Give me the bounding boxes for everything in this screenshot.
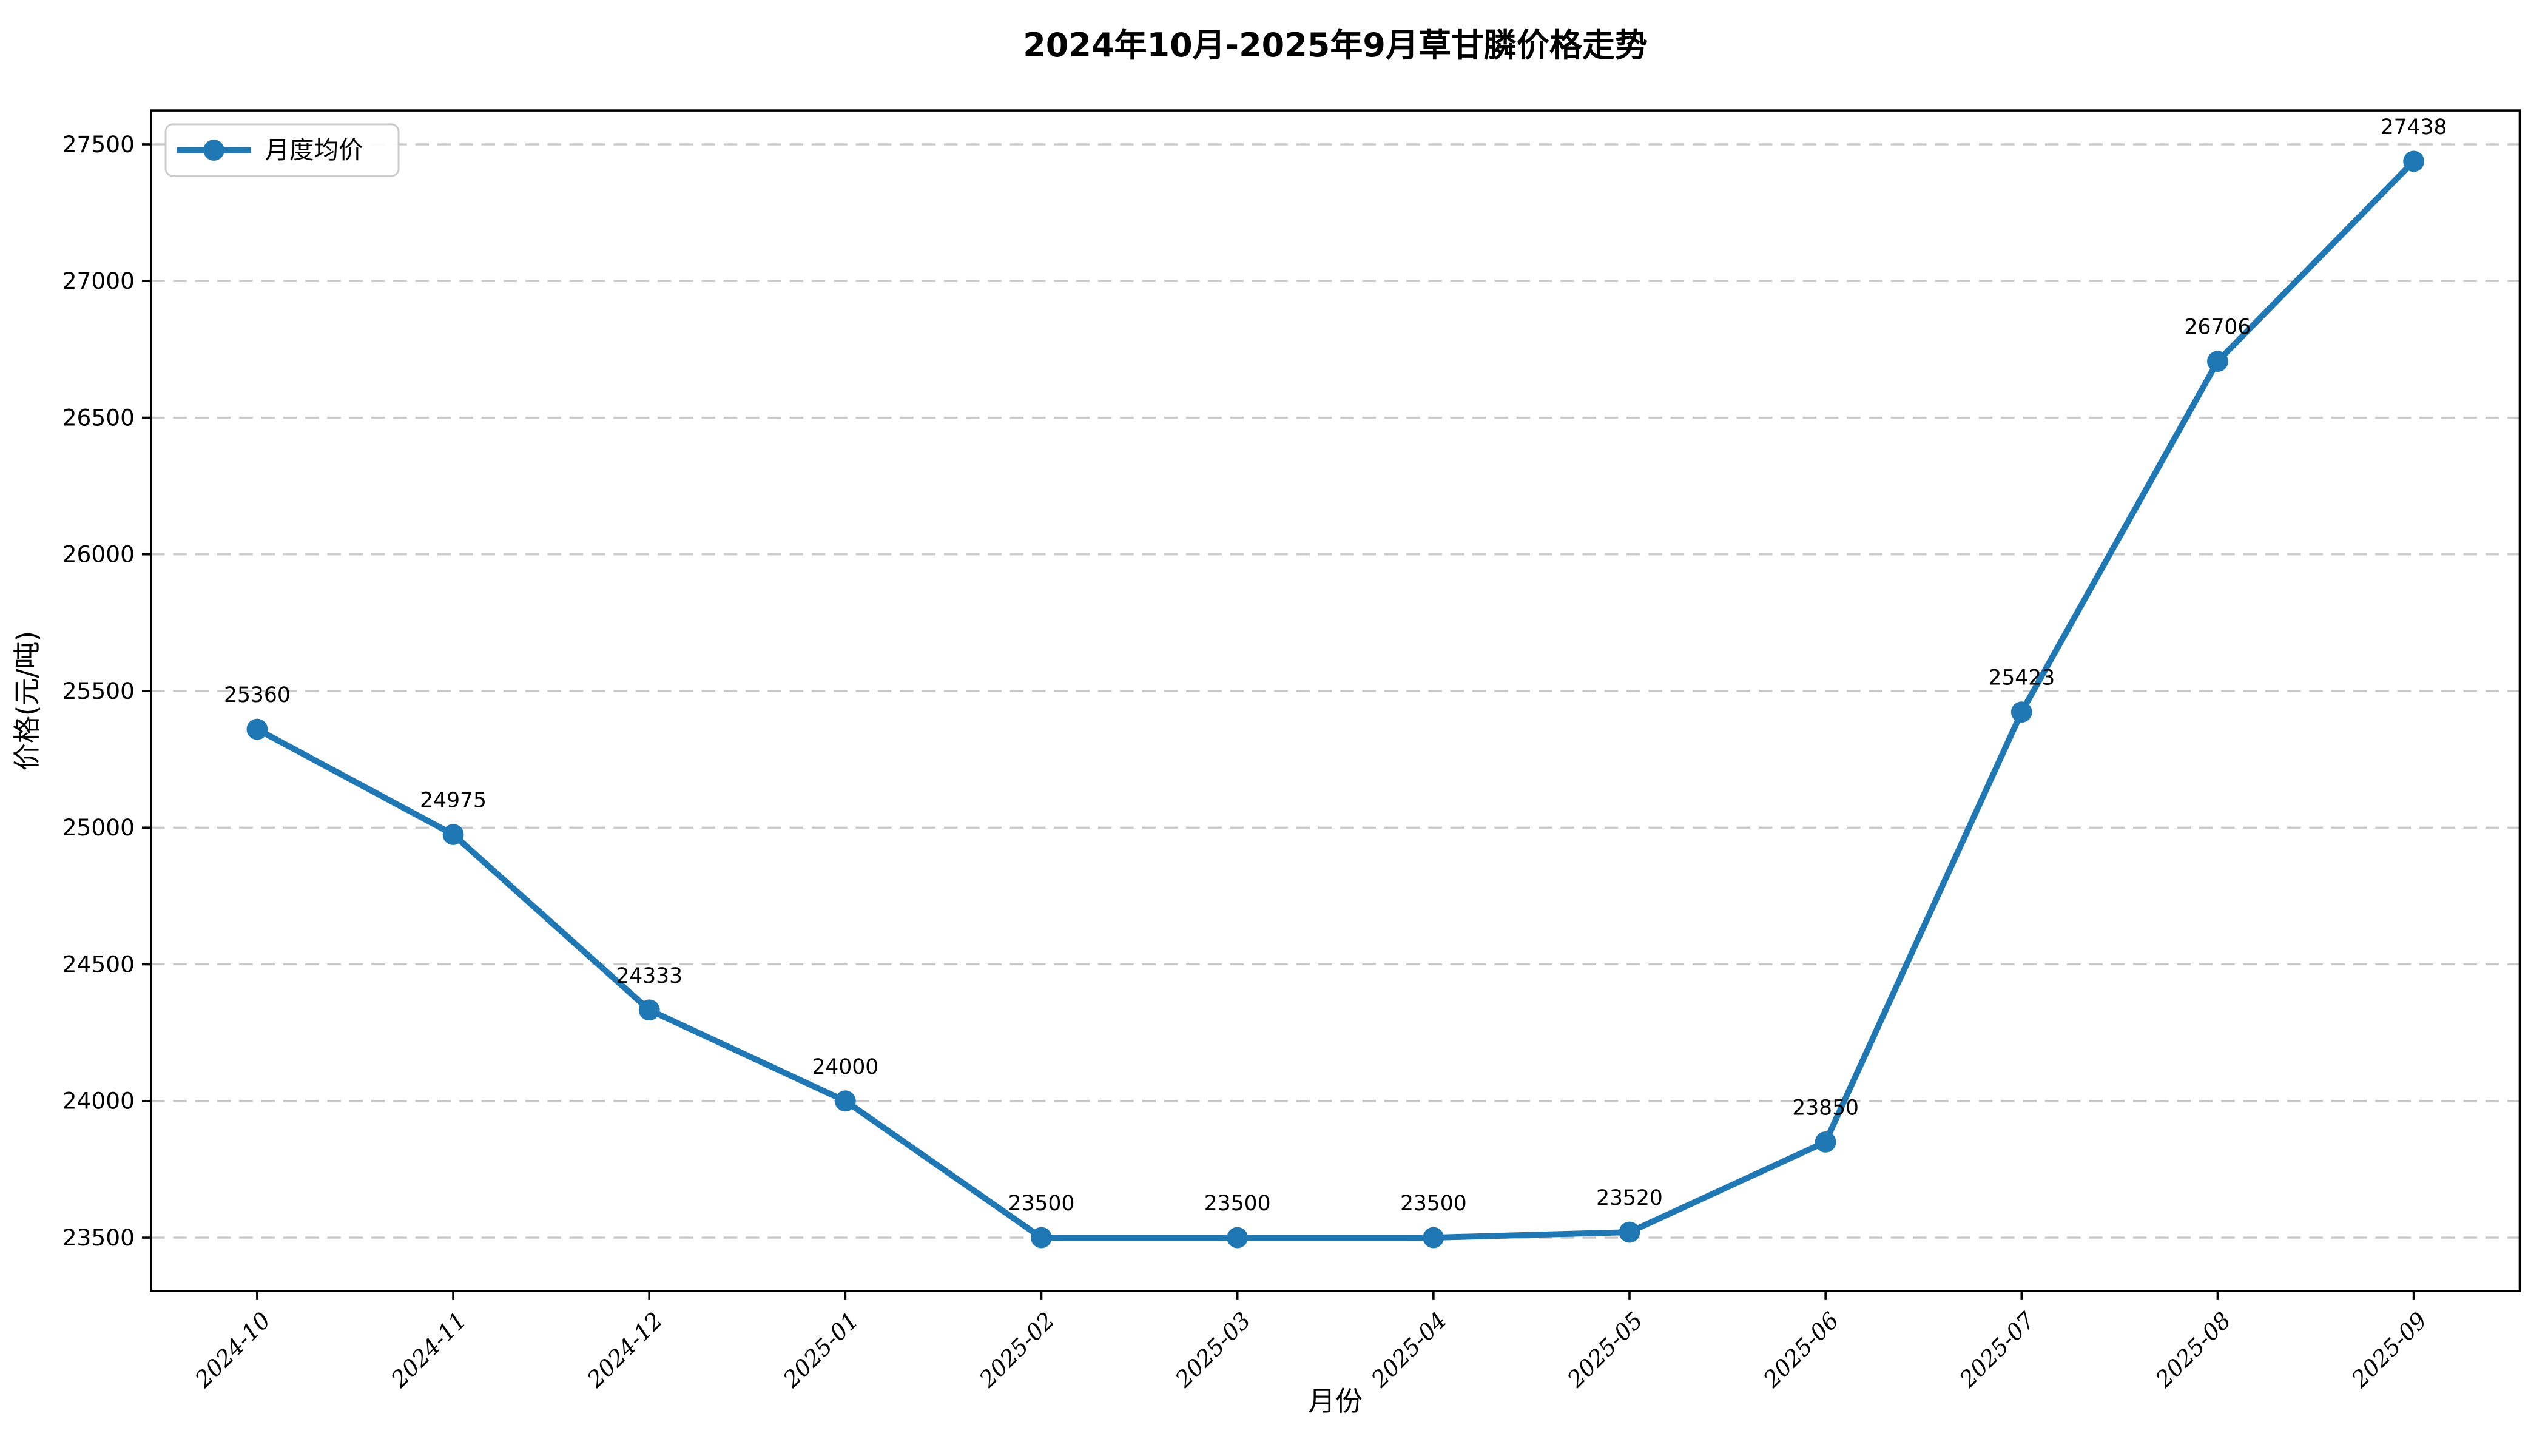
point-value-label: 23500 [1400, 1191, 1467, 1216]
y-tick-label: 24000 [62, 1088, 135, 1114]
y-axis-title: 价格(元/吨) [11, 631, 43, 770]
legend-frame [164, 123, 400, 177]
x-tick-label: 2025-06 [1758, 1307, 1844, 1393]
legend-marker-icon [203, 140, 224, 161]
data-point-marker [1227, 1227, 1249, 1249]
y-tick-label: 24500 [62, 951, 135, 977]
x-tick-label: 2025-04 [1366, 1307, 1452, 1393]
data-point-marker [834, 1090, 856, 1112]
y-tick-label: 26000 [62, 541, 135, 568]
point-value-label: 23500 [1204, 1191, 1271, 1216]
point-value-label: 24975 [420, 789, 487, 813]
legend: 月度均价 [164, 123, 400, 177]
x-tick-label: 2025-07 [1954, 1307, 2040, 1393]
y-tick-label: 25000 [62, 814, 135, 841]
x-tick-label: 2025-05 [1562, 1307, 1648, 1393]
x-tick-label: 2025-03 [1170, 1307, 1256, 1393]
point-value-label: 23850 [1792, 1096, 1859, 1120]
x-tick-label: 2025-02 [974, 1307, 1060, 1393]
data-point-marker [2403, 150, 2424, 172]
y-tick-label: 27500 [62, 131, 135, 158]
point-value-label: 23520 [1596, 1186, 1663, 1210]
y-tick-label: 25500 [62, 678, 135, 704]
data-point-marker [442, 824, 464, 845]
plot-border [150, 109, 2521, 1292]
point-value-label: 24333 [616, 964, 682, 988]
data-point-marker [246, 718, 268, 740]
data-point-marker [638, 999, 660, 1021]
point-value-label: 24000 [812, 1055, 878, 1079]
point-value-label: 26706 [2185, 315, 2251, 340]
data-point-marker [2010, 701, 2032, 723]
x-tick-label: 2024-12 [582, 1307, 668, 1393]
x-tick-label: 2024-11 [385, 1307, 471, 1393]
x-axis-title: 月份 [1308, 1385, 1363, 1417]
price-line [254, 158, 2417, 1241]
chart-title: 2024年10月-2025年9月草甘膦价格走势 [1023, 26, 1648, 64]
point-value-label: 23500 [1008, 1191, 1075, 1216]
x-tick-label: 2024-10 [189, 1307, 275, 1393]
legend-label: 月度均价 [265, 135, 363, 164]
x-tick-label: 2025-09 [2346, 1307, 2432, 1393]
point-value-label: 25360 [224, 683, 291, 707]
y-tick-label: 23500 [62, 1224, 135, 1251]
x-tick-label: 2025-08 [2150, 1307, 2236, 1393]
y-tick-label: 27000 [62, 268, 135, 294]
data-point-marker [1423, 1227, 1444, 1249]
data-point-marker [2207, 351, 2228, 372]
point-value-label: 27438 [2381, 115, 2447, 140]
data-point-marker [1619, 1221, 1640, 1243]
y-tick-label: 26500 [62, 404, 135, 431]
data-point-marker [1031, 1227, 1052, 1249]
plot-area: 23500 24000 24500 25000 25500 26000 26500 27000… [62, 109, 2521, 1393]
point-value-label: 25423 [1988, 666, 2055, 690]
x-tick-label: 2025-01 [778, 1307, 864, 1393]
data-point-marker [1815, 1131, 1836, 1153]
